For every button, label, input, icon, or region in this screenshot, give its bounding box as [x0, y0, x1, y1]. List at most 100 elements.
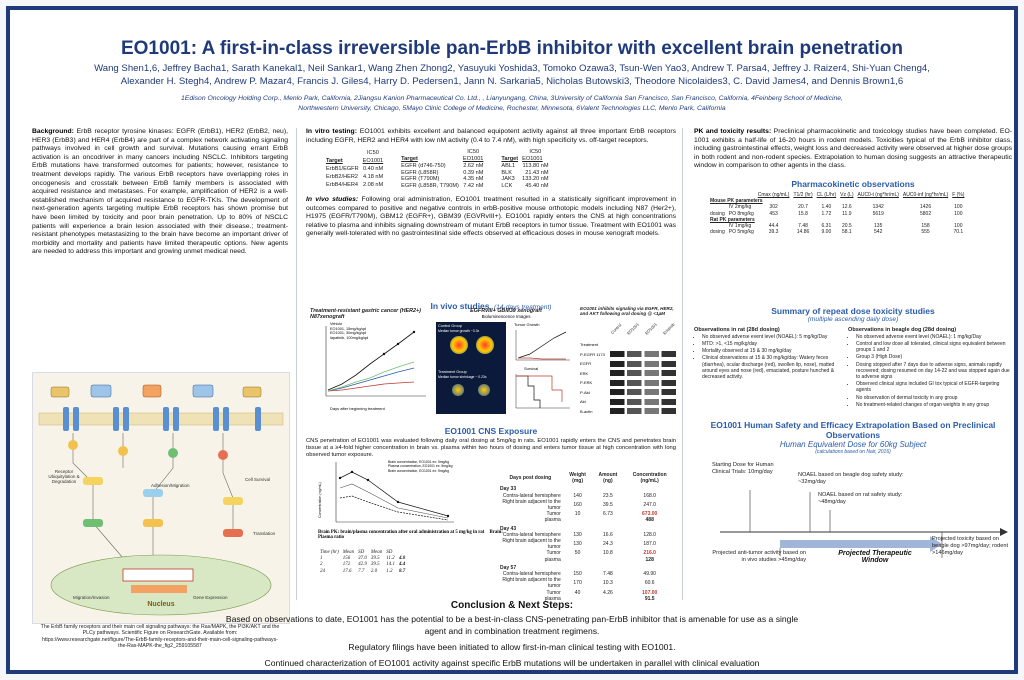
cns-cell: Tumor [546, 550, 561, 557]
blot-band [610, 408, 676, 415]
n87-series-eo15 [327, 367, 415, 392]
safety-sub: Human Equivalent Dose for 60kg Subject [779, 440, 927, 449]
pk-small-row: 2 172 42.9 39.5 14.1 4.4 [318, 562, 407, 568]
blot-row-label: EGFR [580, 361, 592, 367]
bli-treatment-median: Median tumor shrinkage ~ 0.23x [438, 375, 487, 379]
cns-row: Right brain adjacent to the tumor 130 24.3… [498, 538, 676, 550]
pk-header: AUC0-inf (ng*hr/mL) [902, 191, 949, 198]
tox-item: No treatment-related changes of organ we… [856, 402, 1012, 408]
n87-legend-item: Vehicle [330, 322, 343, 326]
blot-band [610, 342, 676, 348]
bli-spot [452, 384, 464, 396]
noael-rat-label: NOAEL based on rat safety study: ~48mg/d… [818, 492, 903, 505]
tox-item: Mortality observed at 15 & 30 mg/kg/day [702, 348, 842, 354]
noael-dog-label: NOAEL based on beagle dog safety study: … [798, 472, 904, 485]
pk-dosing: dosing [710, 210, 725, 217]
ic50-value: 4.18 nM [362, 174, 384, 181]
cns-row: plasma 488 [498, 517, 676, 523]
cns-cell: 488 [645, 517, 654, 524]
pk-cell: 1426 [919, 204, 932, 211]
n87-xlabel: Days after beginning treatment [330, 406, 385, 411]
pk-small-cell: 11.2 [386, 556, 395, 562]
blot-row: EGFR [580, 359, 676, 369]
pathway-label-gene-expression: Gene Expression [193, 595, 228, 600]
western-blot-title: EO1001 inhibits signaling via EGFR, HER2… [580, 306, 674, 316]
projected-antitumor-label: Projected anti-tumor activity based on i… [712, 550, 806, 563]
blot-band [610, 370, 676, 377]
invivo-label: In vivo studies: [306, 195, 359, 203]
ic50-value: 0.39 nM [463, 169, 484, 176]
pk-small-cell: 1 [320, 556, 323, 562]
cns-group-row: Day 33 [498, 484, 676, 492]
blot-col: Control [609, 322, 623, 336]
pk-heading: Pharmacokinetic observations [791, 178, 915, 189]
tox-sub: (multiple ascending daily dose) [807, 316, 899, 323]
ic50-row: EGFR (L858R, T790M) 7.42 nM [399, 183, 485, 190]
cns-cell: 130 [573, 541, 582, 548]
therapeutic-window-label: Projected Therapeutic Window [838, 550, 912, 564]
brain-pk-legend: Brain concentration, EO1001 ex: 5mg/kg P… [388, 460, 452, 473]
cns-cell: 6.73 [603, 511, 613, 518]
pathway-label-receptor: Receptor Ubiquitylation & Degradation [48, 469, 80, 484]
pk-header: Vz (L) [840, 191, 854, 198]
n87-legend-item: EO1001, 30mg/kg/qd [330, 331, 366, 336]
pk-header: CL (L/hr) [816, 191, 837, 198]
pk-header-row: Cmax (ng/mL) T1/2 (hr) CL (L/hr) Vz (L) AUC0… [708, 192, 966, 198]
pk-header: Cmax (ng/mL) [757, 191, 790, 198]
ic50-row: EGFR (d746-750) 2.62 nM [399, 163, 485, 170]
tox-item: No observed adverse event level (NOAEL):… [702, 334, 842, 340]
tox-item: Observed clinical signs included GI tox … [856, 381, 1012, 393]
cns-group-label: Day 33 [500, 486, 517, 493]
bli-control-median: Median tumor growth ~3.3x [438, 329, 480, 333]
pk-small-cell: 37.0 [358, 556, 367, 562]
pk-small-cell: 24 [320, 568, 325, 574]
n87-legend-item: EO1001, 15mg/kg/qd [330, 326, 366, 331]
conclusion-heading: Conclusion & Next Steps: [450, 600, 574, 611]
blot-row-label: P-ERK [580, 380, 593, 386]
n87-series-eo30 [327, 381, 415, 392]
cns-cell: 107.00 [642, 589, 658, 596]
cns-row: Tumor 10 6.73 673.00 [498, 511, 676, 517]
cns-cell: 7.48 [603, 571, 613, 578]
pk-cell: 15.8 [798, 210, 808, 217]
pk-row: dosing PO 8mg/kg 453 15.8 1.72 11.9 5619 5802 10… [708, 211, 966, 217]
ic50-target: EGFR (T790M) [401, 176, 440, 183]
cns-cell: Contra-lateral hemisphere [502, 492, 561, 499]
pk-header: T1/2 (hr) [793, 191, 813, 198]
pathway-diagram [33, 373, 289, 623]
pk-header: F (%) [952, 191, 965, 198]
ic50-table-1: IC50 Target EO1001 ErbB1/EGFR 0.40 nM ErbB2… [324, 149, 385, 190]
pk-text: Preclinical pharmacokinetic and toxicolo… [694, 128, 1012, 170]
right-column: PK and toxicity results: Preclinical pha… [694, 128, 1012, 235]
pk-small-cell: 42.9 [358, 562, 367, 568]
cns-cell: 23.5 [603, 492, 613, 499]
cns-cell: 50 [574, 550, 581, 557]
cns-header: Amount (ng) [598, 472, 618, 485]
pk-small-cell: 2 [320, 562, 323, 568]
ic50-target: EGFR (L858R) [401, 169, 439, 176]
conclusion-line-1: Based on observations to date, EO1001 ha… [225, 614, 799, 624]
cns-row: plasma 128 [498, 557, 676, 563]
cns-cell: 130 [573, 531, 582, 538]
cns-group-row: Day 57 [498, 563, 676, 571]
background-paragraph: Background: ErbB receptor tyrosine kinas… [32, 128, 288, 257]
tox-item: Clinical observations at 15 & 30 mg/kg/d… [702, 355, 842, 380]
bli-spot [476, 336, 494, 354]
ic50-table-3: IC50 Target EO1001 ABL1 113.80 nM BLK 21.43 … [499, 149, 550, 190]
blot-row-label: P-Akt [580, 389, 590, 395]
tox-item: No observation of dermal toxicity in any… [856, 395, 1012, 401]
blot-band [610, 360, 676, 367]
pk-cell: 100 [954, 222, 963, 229]
cns-group-label: Day 43 [500, 525, 517, 532]
tox-rat-list: No observed adverse event level (NOAEL):… [694, 334, 842, 380]
pk-small-cell: 39.5 [370, 556, 380, 562]
cns-cell: 187.0 [643, 541, 656, 548]
pathway-label-migration: Migration/Invasion [73, 595, 110, 600]
ic50-value: 133.20 nM [522, 176, 549, 183]
cns-cell: 170 [573, 580, 582, 587]
bli-control-label: Control Group [438, 324, 462, 328]
cns-cell [592, 557, 623, 563]
invitro-label: In vitro testing: [306, 128, 357, 135]
pk-cell: 12.6 [841, 204, 852, 211]
